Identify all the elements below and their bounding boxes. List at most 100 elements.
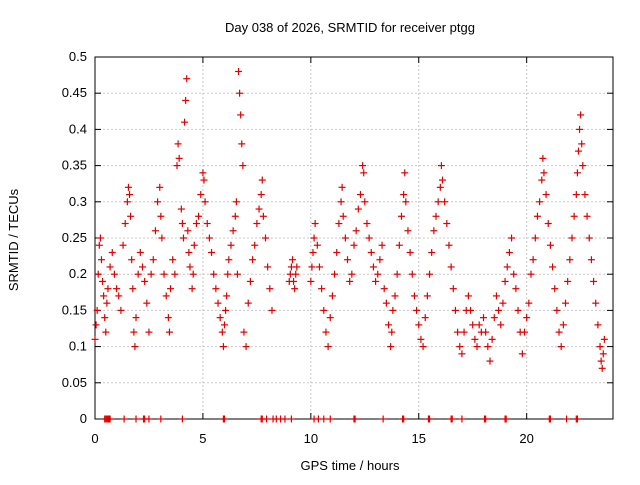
data-point — [443, 220, 451, 228]
data-point — [138, 263, 146, 271]
data-point — [136, 248, 144, 256]
data-point — [92, 321, 100, 329]
data-point — [219, 343, 227, 351]
data-point — [518, 350, 526, 358]
data-point — [151, 227, 159, 235]
data-point — [201, 198, 209, 206]
data-point — [475, 321, 483, 329]
data-point — [437, 162, 445, 170]
data-point — [307, 277, 315, 285]
data-point — [218, 328, 226, 336]
data-point — [335, 220, 343, 228]
data-point — [239, 162, 247, 170]
data-point — [132, 314, 140, 322]
data-point — [231, 212, 239, 220]
data-point — [510, 270, 518, 278]
data-point — [222, 306, 230, 314]
data-point — [100, 292, 108, 300]
grid-layer — [95, 57, 613, 419]
data-point — [309, 248, 317, 256]
data-point — [514, 306, 522, 314]
data-point — [499, 299, 507, 307]
data-point — [128, 256, 136, 264]
data-point — [508, 234, 516, 242]
data-point — [428, 248, 436, 256]
data-point — [359, 162, 367, 170]
data-point — [333, 248, 341, 256]
data-point — [315, 263, 323, 271]
data-point — [570, 212, 578, 220]
data-point — [574, 147, 582, 155]
x-tick-label: 5 — [199, 431, 206, 446]
data-point — [290, 277, 298, 285]
data-point — [402, 198, 410, 206]
data-point — [236, 89, 244, 97]
zero-data-point — [263, 415, 271, 423]
data-point — [99, 277, 107, 285]
data-point — [540, 169, 548, 177]
data-point — [229, 227, 237, 235]
data-point — [190, 241, 198, 249]
data-point — [338, 183, 346, 191]
data-point — [471, 335, 479, 343]
data-point — [404, 227, 412, 235]
data-point — [374, 270, 382, 278]
y-tick-label: 0.4 — [69, 121, 87, 136]
data-point — [251, 241, 259, 249]
data-point — [162, 292, 170, 300]
data-point — [175, 154, 183, 162]
data-point — [244, 299, 252, 307]
zero-data-point — [281, 415, 289, 423]
data-point — [460, 328, 468, 336]
data-point — [417, 335, 425, 343]
data-point — [568, 234, 576, 242]
data-point — [102, 328, 110, 336]
zero-data-point — [426, 415, 434, 423]
data-point — [531, 234, 539, 242]
data-point — [486, 357, 494, 365]
data-point — [538, 176, 546, 184]
x-tick-label: 15 — [412, 431, 426, 446]
data-point — [458, 350, 466, 358]
zero-data-point — [145, 415, 153, 423]
data-point — [572, 191, 580, 199]
data-point — [432, 212, 440, 220]
data-point — [451, 306, 459, 314]
y-tick-label: 0.2 — [69, 266, 87, 281]
data-point — [145, 328, 153, 336]
data-point — [382, 299, 390, 307]
data-point — [456, 343, 464, 351]
data-point — [158, 234, 166, 242]
data-point — [337, 198, 345, 206]
zero-data-point — [106, 415, 114, 423]
data-point — [101, 314, 109, 322]
zero-data-point — [482, 415, 490, 423]
data-point — [210, 270, 218, 278]
data-point — [130, 328, 138, 336]
data-point — [385, 321, 393, 329]
data-point — [108, 248, 116, 256]
data-point — [164, 314, 172, 322]
data-point — [497, 321, 505, 329]
data-point — [124, 183, 132, 191]
data-point — [149, 256, 157, 264]
data-point — [173, 162, 181, 170]
data-point — [91, 335, 99, 343]
data-point — [259, 212, 267, 220]
chart-title: Day 038 of 2026, SRMTID for receiver ptg… — [225, 20, 475, 35]
data-point — [410, 292, 418, 300]
data-point — [555, 328, 563, 336]
zero-data-point — [502, 415, 510, 423]
data-point — [434, 198, 442, 206]
data-point — [367, 248, 375, 256]
data-point — [426, 270, 434, 278]
data-point — [389, 306, 397, 314]
data-point — [436, 183, 444, 191]
data-point — [174, 140, 182, 148]
data-point — [387, 343, 395, 351]
data-point — [227, 241, 235, 249]
data-point — [258, 176, 266, 184]
data-point — [544, 220, 552, 228]
data-point — [331, 270, 339, 278]
data-point — [115, 292, 123, 300]
